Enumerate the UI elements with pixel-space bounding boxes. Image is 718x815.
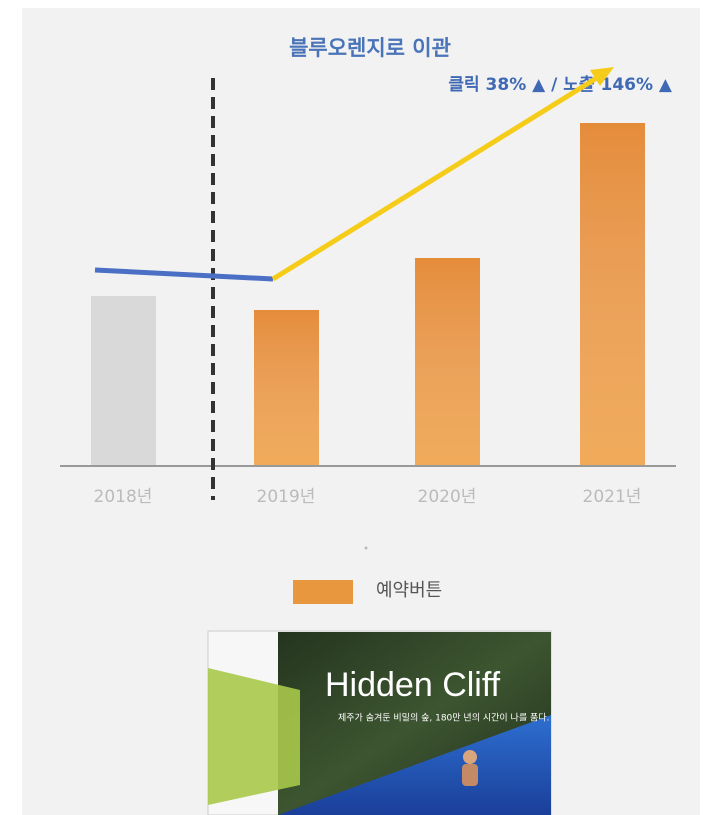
- x-tick-label: 2019년: [257, 487, 316, 507]
- bar-shade: [415, 258, 480, 466]
- bar: [91, 296, 156, 466]
- x-tick-label: 2018년: [94, 487, 153, 507]
- bar-shade: [254, 310, 319, 466]
- green-shape: [208, 668, 300, 805]
- banner: Hidden Cliff 제주가 숨겨둔 비밀의 숲, 180만 년의 시간이 …: [207, 630, 552, 815]
- legend-swatch: [293, 580, 353, 604]
- trend-arrow: [271, 73, 602, 282]
- pool: [278, 715, 551, 815]
- person: [463, 750, 477, 764]
- x-tick-label: 2020년: [418, 487, 477, 507]
- arrow-head: [590, 67, 614, 86]
- x-tick-label: 2021년: [583, 487, 642, 507]
- trend-line: [94, 267, 274, 282]
- bar-shade: [580, 123, 645, 466]
- legend-label: 예약버튼: [376, 580, 442, 601]
- annotation: 클릭 38% ▲ / 노출 146% ▲: [448, 75, 673, 95]
- banner-subtitle: 제주가 숨겨둔 비밀의 숲, 180만 년의 시간이 나를 품다.: [338, 712, 549, 724]
- chart-title: 블루오렌지로 이관: [289, 36, 451, 60]
- dot: [364, 546, 368, 550]
- banner-title: Hidden Cliff: [325, 666, 501, 704]
- person-body: [462, 764, 478, 786]
